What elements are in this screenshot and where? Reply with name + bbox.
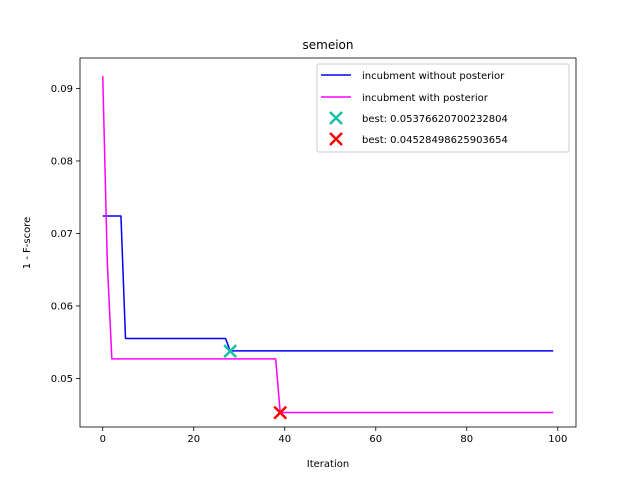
- x-tick-label: 0: [100, 434, 106, 445]
- x-tick-label: 20: [187, 434, 200, 445]
- y-tick-label: 0.09: [51, 84, 73, 95]
- axes-frame: [79, 57, 577, 428]
- y-axis-label: 1 - F-score: [22, 217, 33, 270]
- legend: incubment without posterior incubment wit…: [316, 63, 570, 153]
- series-line-2: [102, 76, 554, 414]
- legend-marker-2-stroke-b: [329, 132, 343, 146]
- x-tick-label: 40: [278, 434, 291, 445]
- legend-marker-2: [329, 132, 343, 146]
- y-tick-label: 0.08: [51, 156, 73, 167]
- legend-label: incubment without posterior: [362, 71, 505, 82]
- x-tick-label: 60: [369, 434, 382, 445]
- best-marker-1-stroke-b: [223, 344, 238, 359]
- x-tick-label: 100: [548, 434, 567, 445]
- legend-label: best: 0.05376620700232804: [362, 114, 508, 125]
- chart-title: semeion: [303, 38, 354, 52]
- y-tick-label: 0.06: [51, 301, 73, 312]
- series-line-1: [102, 215, 554, 352]
- best-marker-2-stroke-b: [273, 405, 288, 420]
- x-axis-label: Iteration: [307, 459, 349, 470]
- y-tick-label: 0.05: [51, 374, 73, 385]
- legend-marker-1: [329, 111, 343, 125]
- legend-box: [316, 63, 570, 153]
- legend-marker-1-stroke-b: [329, 111, 343, 125]
- y-tick-label: 0.07: [51, 229, 73, 240]
- legend-label: incubment with posterior: [362, 93, 489, 104]
- x-tick-label: 80: [460, 434, 473, 445]
- legend-label: best: 0.04528498625903654: [362, 135, 508, 146]
- best-marker-2: [273, 405, 288, 420]
- plot-area: 0 20 40 60 80 100 0.05 0.06 0.07 0.08 0.09: [51, 57, 577, 445]
- best-marker-1: [223, 344, 238, 359]
